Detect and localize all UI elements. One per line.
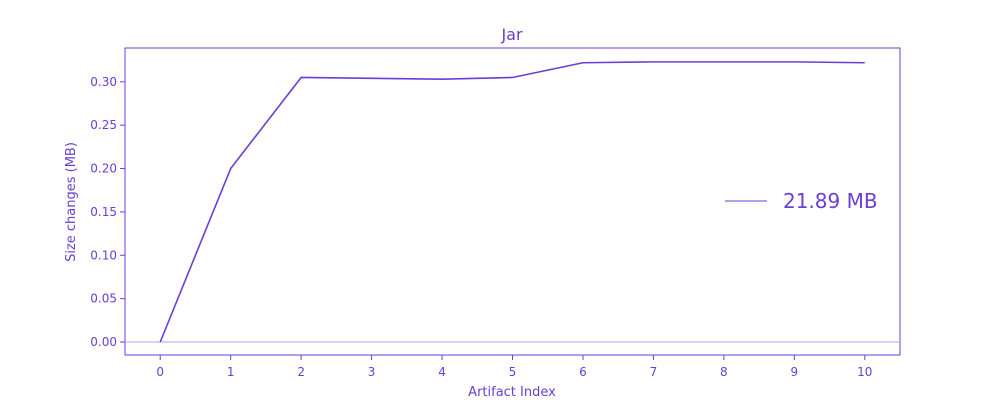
x-tick-label: 4 (438, 365, 446, 379)
y-tick-label: 0.20 (90, 162, 117, 176)
x-tick-label: 10 (857, 365, 872, 379)
y-tick-label: 0.00 (90, 335, 117, 349)
x-tick-label: 8 (720, 365, 728, 379)
y-tick-label: 0.30 (90, 75, 117, 89)
x-axis: 0 1 2 3 4 5 6 7 8 9 10 (156, 355, 872, 379)
x-tick-label: 1 (227, 365, 235, 379)
x-tick-label: 6 (579, 365, 587, 379)
series-line (159, 61, 865, 343)
y-tick-label: 0.25 (90, 118, 117, 132)
x-tick-label: 2 (297, 365, 305, 379)
x-tick-label: 7 (650, 365, 658, 379)
x-tick-label: 9 (790, 365, 798, 379)
y-tick-label: 0.05 (90, 292, 117, 306)
x-axis-title: Artifact Index (468, 385, 556, 400)
y-tick-label: 0.10 (90, 248, 117, 262)
chart-title: Jar (500, 25, 523, 44)
legend: 21.89 MB (725, 189, 878, 213)
y-axis: 0.00 0.05 0.10 0.15 0.20 0.25 0.30 (90, 75, 125, 349)
legend-label: 21.89 MB (783, 189, 878, 213)
y-axis-title: Size changes (MB) (64, 142, 79, 262)
x-tick-label: 0 (156, 365, 164, 379)
x-tick-label: 5 (509, 365, 517, 379)
series-layer (159, 61, 865, 343)
y-tick-label: 0.15 (90, 205, 117, 219)
x-tick-label: 3 (368, 365, 376, 379)
